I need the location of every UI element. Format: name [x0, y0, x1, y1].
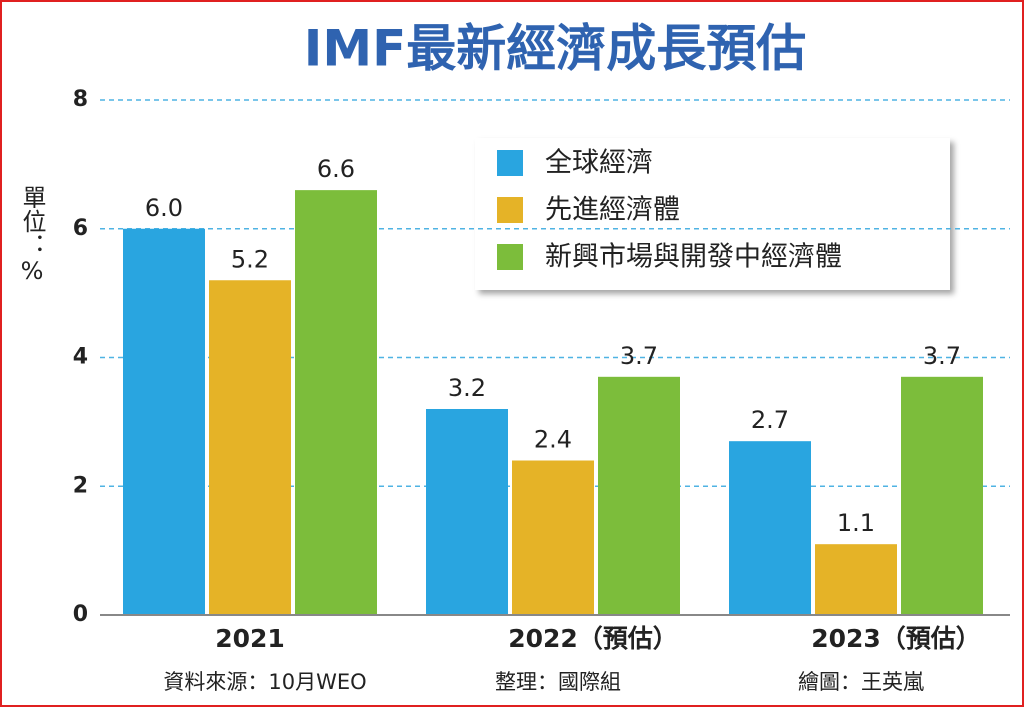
value-label: 3.7 — [923, 342, 961, 370]
footnote: 整理：國際組 — [495, 670, 621, 694]
bar — [901, 376, 983, 615]
bar — [123, 228, 205, 615]
x-tick-label: 2022（預估） — [508, 624, 678, 653]
value-label: 5.2 — [231, 245, 269, 273]
bar — [729, 441, 811, 615]
legend-label: 新興市場與開發中經濟體 — [545, 242, 842, 273]
legend-label: 先進經濟體 — [545, 195, 680, 226]
legend — [475, 138, 950, 290]
y-tick-label: 8 — [73, 87, 88, 112]
y-tick-label: 0 — [73, 602, 88, 627]
legend-label: 全球經濟 — [545, 148, 653, 179]
y-tick-label: 2 — [73, 473, 88, 498]
bar — [426, 409, 508, 615]
bar — [295, 190, 377, 615]
value-label: 2.7 — [751, 406, 789, 434]
x-tick-label: 2021 — [215, 624, 285, 653]
y-tick-label: 6 — [73, 216, 88, 241]
footnote: 繪圖：王英嵐 — [798, 670, 924, 694]
legend-box — [475, 138, 950, 290]
value-label: 2.4 — [534, 426, 572, 454]
y-axis-label: 單位：% — [18, 185, 46, 285]
legend-swatch — [497, 150, 523, 176]
chart-title: IMF最新經濟成長預估 — [304, 20, 807, 78]
legend-swatch — [497, 197, 523, 223]
value-label: 6.6 — [317, 155, 355, 183]
value-label: 3.7 — [620, 342, 658, 370]
y-tick-label: 4 — [73, 345, 88, 370]
value-label: 1.1 — [837, 509, 875, 537]
footnote: 資料來源：10月WEO — [163, 670, 366, 694]
bar — [512, 460, 594, 615]
value-label: 6.0 — [145, 194, 183, 222]
bar — [815, 544, 897, 615]
legend-swatch — [497, 244, 523, 270]
bar — [598, 376, 680, 615]
bar — [209, 280, 291, 615]
value-label: 3.2 — [448, 374, 486, 402]
x-tick-label: 2023（預估） — [811, 624, 981, 653]
